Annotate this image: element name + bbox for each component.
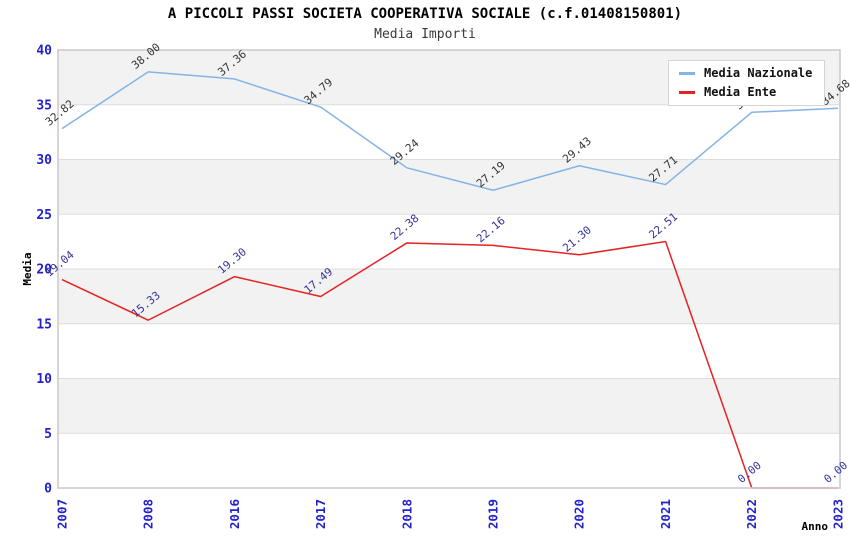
value-label: 0.00: [821, 459, 850, 486]
legend-label-media-ente: Media Ente: [704, 85, 777, 100]
value-label: 22.38: [388, 212, 422, 243]
legend-swatch-media-nazionale: [679, 72, 695, 76]
legend-item-media-ente: Media Ente: [679, 85, 812, 100]
chart-legend: Media Nazionale Media Ente: [668, 60, 826, 107]
y-tick-label: 30: [36, 153, 52, 168]
chart-subtitle: Media Importi: [374, 27, 476, 42]
series-line-media-ente: [61, 240, 838, 489]
x-tick-label: 2007: [54, 499, 69, 529]
y-tick-label: 0: [44, 482, 52, 497]
y-tick-label: 15: [36, 317, 52, 332]
value-label: 22.16: [474, 214, 508, 245]
y-tick-label: 10: [36, 372, 52, 387]
plot-border: [57, 49, 841, 489]
value-label: 22.51: [646, 210, 680, 241]
series-line-media-nazionale: [61, 71, 839, 192]
legend-label-media-nazionale: Media Nazionale: [704, 66, 813, 80]
plot-band: [58, 269, 840, 324]
y-tick-label: 20: [36, 263, 52, 278]
plot-band: [58, 159, 840, 215]
legend-swatch-media-ente: [679, 91, 695, 95]
value-label: 21.30: [560, 223, 594, 254]
y-tick-label: 40: [36, 44, 52, 59]
y-axis-title: Media: [21, 252, 34, 285]
x-tick-label: 2018: [399, 499, 414, 529]
x-tick-label: 2022: [744, 499, 759, 529]
y-tick-label: 5: [44, 427, 52, 442]
x-tick-label: 2019: [485, 499, 500, 529]
x-tick-label: 2023: [830, 499, 845, 529]
plot-band: [58, 378, 840, 434]
x-axis-title: Anno: [802, 520, 829, 533]
x-tick-label: 2021: [658, 499, 673, 529]
x-tick-label: 2020: [572, 499, 587, 529]
chart-title: A PICCOLI PASSI SOCIETA COOPERATIVA SOCI…: [167, 6, 683, 22]
x-tick-label: 2016: [227, 499, 242, 529]
x-tick-label: 2008: [141, 499, 156, 529]
y-tick-label: 25: [36, 208, 52, 223]
legend-item-media-nazionale: Media Nazionale: [679, 66, 813, 80]
y-tick-label: 35: [36, 98, 52, 113]
x-tick-label: 2017: [313, 499, 328, 529]
